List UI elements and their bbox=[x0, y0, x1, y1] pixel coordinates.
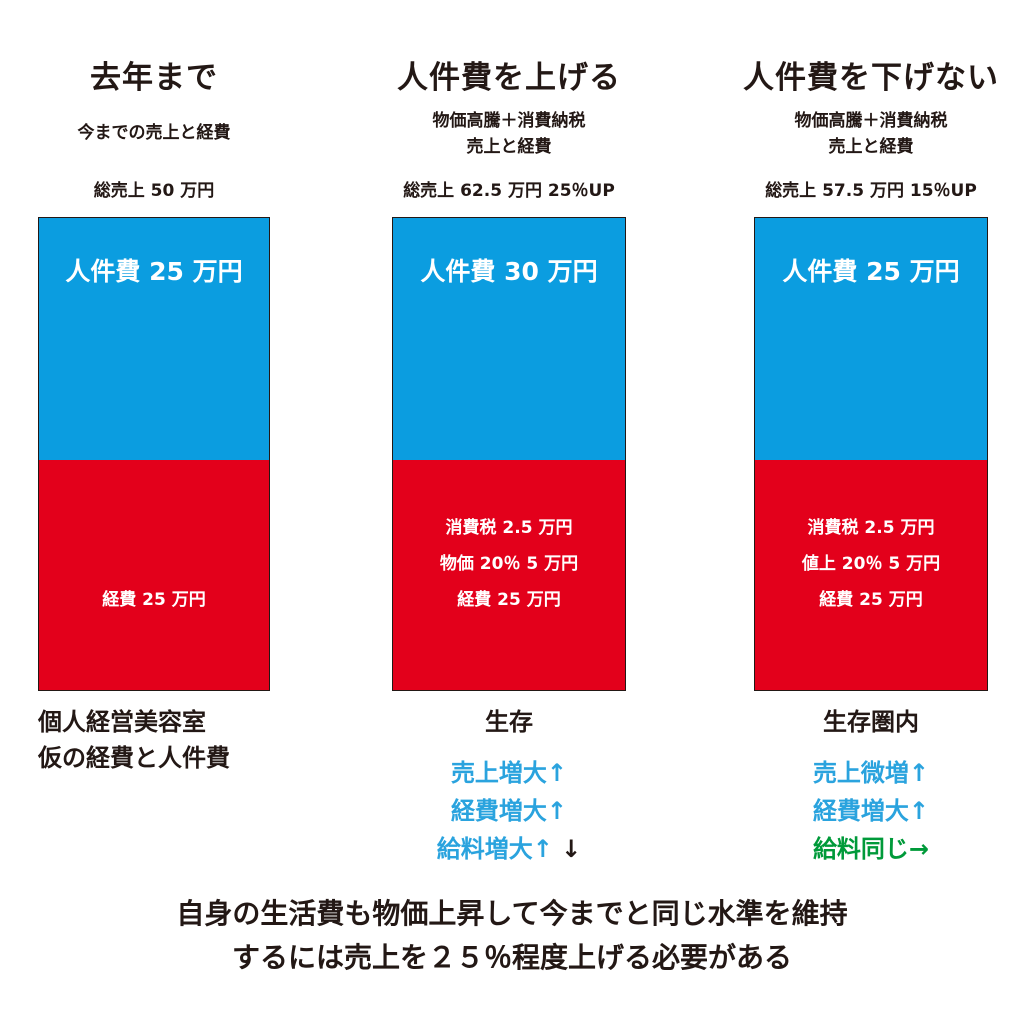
subtitle-line: 物価高騰＋消費納税 bbox=[432, 111, 586, 131]
stacked-bar: 人件費 25 万円 経費 25 万円 bbox=[38, 217, 270, 691]
cost-breakdown: 消費税 2.5 万円 物価 20％ 5 万円 経費 25 万円 bbox=[393, 510, 625, 618]
labor-cost-label: 人件費 25 万円 bbox=[782, 257, 960, 286]
column-subtitle: 物価高騰＋消費納税 売上と経費 bbox=[332, 108, 686, 160]
subtitle-line: 今までの売上と経費 bbox=[77, 123, 231, 143]
conclusion-text: 自身の生活費も物価上昇して今までと同じ水準を維持 するには売上を２５％程度上げる… bbox=[0, 892, 1024, 980]
total-sales: 総売上 62.5 万円 25％UP bbox=[403, 181, 615, 201]
labor-cost-label: 人件費 30 万円 bbox=[420, 257, 598, 286]
conclusion-line: 自身の生活費も物価上昇して今までと同じ水準を維持 bbox=[176, 897, 848, 930]
conclusion-line: するには売上を２５％程度上げる必要がある bbox=[231, 941, 792, 974]
column-keep-labor: 人件費を下げない 物価高騰＋消費納税 売上と経費 総売上 57.5 万円 15％… bbox=[743, 0, 998, 880]
effect-text: 経費増大↑ bbox=[812, 797, 930, 825]
bar-svg bbox=[39, 218, 269, 690]
column-title: 去年まで bbox=[90, 60, 218, 96]
cost-segment bbox=[755, 460, 987, 690]
effect-item: 売上微増↑ bbox=[694, 754, 1024, 792]
effect-text: 給料増大↑ bbox=[436, 835, 553, 863]
labor-cost-label: 人件費 25 万円 bbox=[65, 257, 243, 286]
cost-line: 経費 25 万円 bbox=[819, 590, 923, 610]
subtitle-line: 物価高騰＋消費納税 bbox=[794, 111, 948, 131]
stacked-bar: 人件費 30 万円 消費税 2.5 万円 物価 20％ 5 万円 経費 25 万… bbox=[392, 217, 626, 691]
caption-line: 生存圏内 bbox=[823, 708, 919, 736]
effect-item: 給料増大↑ ↓ bbox=[332, 830, 686, 868]
labor-segment bbox=[393, 218, 625, 460]
effect-item: 経費増大↑ bbox=[332, 792, 686, 830]
subtitle-line: 売上と経費 bbox=[466, 137, 552, 157]
subtitle-line: 売上と経費 bbox=[828, 137, 914, 157]
cost-line: 物価 20％ 5 万円 bbox=[439, 554, 579, 574]
column-last-year: 去年まで 今までの売上と経費 総売上 50 万円 人件費 25 万円 経費 25… bbox=[38, 0, 270, 880]
cost-line: 消費税 2.5 万円 bbox=[807, 518, 935, 538]
cost-line: 経費 25 万円 bbox=[457, 590, 561, 610]
column-caption: 個人経営美容室 仮の経費と人件費 bbox=[38, 704, 278, 776]
stacked-bar: 人件費 25 万円 消費税 2.5 万円 値上 20％ 5 万円 経費 25 万… bbox=[754, 217, 988, 691]
cost-segment bbox=[39, 460, 269, 690]
column-raise-labor: 人件費を上げる 物価高騰＋消費納税 売上と経費 総売上 62.5 万円 25％U… bbox=[392, 0, 626, 880]
cost-line: 値上 20％ 5 万円 bbox=[801, 554, 941, 574]
column-caption: 生存圏内 bbox=[694, 704, 1024, 740]
cost-breakdown: 経費 25 万円 bbox=[39, 582, 269, 618]
effect-text: 給料同じ→ bbox=[812, 835, 930, 863]
effect-text: 経費増大↑ bbox=[450, 797, 568, 825]
cost-breakdown: 消費税 2.5 万円 値上 20％ 5 万円 経費 25 万円 bbox=[755, 510, 987, 618]
total-sales: 総売上 57.5 万円 15％UP bbox=[765, 181, 977, 201]
total-sales: 総売上 50 万円 bbox=[93, 181, 215, 201]
effects-list: 売上微増↑ 経費増大↑ 給料同じ→ bbox=[694, 754, 1024, 868]
column-title: 人件費を下げない bbox=[743, 60, 999, 96]
caption-line: 生存 bbox=[485, 708, 533, 736]
effects-list: 売上増大↑ 経費増大↑ 給料増大↑ ↓ bbox=[332, 754, 686, 868]
cost-line: 消費税 2.5 万円 bbox=[445, 518, 573, 538]
caption-line: 仮の経費と人件費 bbox=[38, 744, 230, 772]
labor-segment bbox=[755, 218, 987, 460]
caption-line: 個人経営美容室 bbox=[38, 708, 206, 736]
effect-item: 売上増大↑ bbox=[332, 754, 686, 792]
down-arrow-icon: ↓ bbox=[552, 835, 582, 863]
bar-svg bbox=[393, 218, 625, 690]
column-subtitle: 今までの売上と経費 bbox=[0, 120, 330, 146]
column-caption: 生存 bbox=[332, 704, 686, 740]
bar-svg bbox=[755, 218, 987, 690]
effect-text: 売上増大↑ bbox=[450, 759, 568, 787]
effect-item: 給料同じ→ bbox=[694, 830, 1024, 868]
cost-segment bbox=[393, 460, 625, 690]
cost-line: 経費 25 万円 bbox=[102, 590, 206, 610]
effect-item: 経費増大↑ bbox=[694, 792, 1024, 830]
labor-segment bbox=[39, 218, 269, 460]
effect-text: 売上微増↑ bbox=[812, 759, 930, 787]
column-title: 人件費を上げる bbox=[397, 60, 621, 96]
column-subtitle: 物価高騰＋消費納税 売上と経費 bbox=[694, 108, 1024, 160]
